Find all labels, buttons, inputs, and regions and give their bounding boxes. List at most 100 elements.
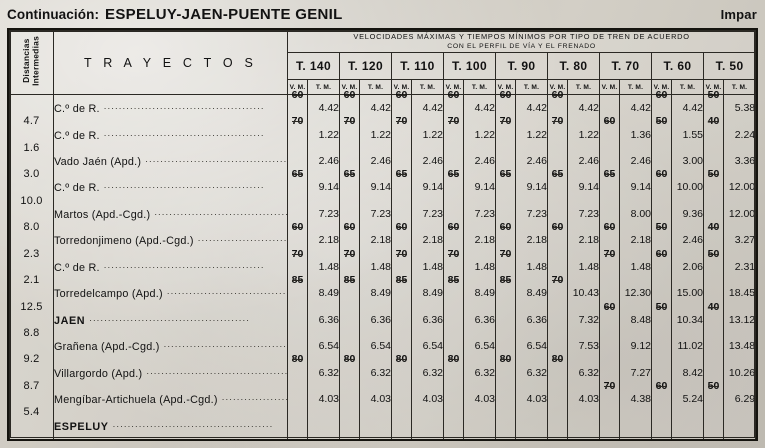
station-cell: Grañena (Apd.-Cgd.).....................… [53, 333, 288, 360]
tm-cell-t70: 12.30 [619, 280, 652, 307]
tm-cell-t140: 4.03 [307, 385, 340, 413]
vm-cell-t110 [391, 306, 412, 334]
tm-cell-t50: 13.48 [722, 333, 757, 360]
vm-cell-t100 [443, 333, 464, 360]
vm-cell-t50 [703, 147, 724, 175]
station-name: JAEN [54, 314, 86, 327]
vm-cell-t140: 65 [287, 168, 308, 201]
tm-cell-t70: 8.00 [619, 200, 652, 228]
vm-cell-t140 [287, 200, 308, 228]
tm-cell-t60: 10.00 [671, 174, 704, 201]
tm-cell-t80: 2.46 [567, 147, 600, 175]
vm-cell-t90: 70 [495, 248, 516, 281]
vm-cell-t100: 65 [443, 168, 464, 201]
station-name: C.º de R. [54, 103, 100, 116]
tm-cell-t80: 7.32 [567, 306, 600, 334]
vm-group-tick [552, 95, 563, 97]
vm-cell-t110: 70 [391, 115, 412, 148]
vm-cell-t120: 70 [339, 248, 360, 281]
vm-cell-t60: 50 [651, 221, 672, 254]
tm-cell-t90 [515, 412, 548, 439]
tm-cell-t110: 8.49 [411, 280, 444, 307]
tm-cell-t70: 2.18 [619, 227, 652, 254]
train-type-header-t90: T. 90 [495, 52, 548, 81]
tm-cell-t120: 6.54 [359, 333, 392, 360]
vm-cell-t50 [703, 412, 724, 439]
header-row-vm-tm: V. M. T. M. V. M. T. M. V. M. T. M. V. M. T. M.… [10, 79, 757, 96]
station-cell: Mengíbar-Artichuela (Apd.-Cgd.).........… [53, 385, 288, 413]
tm-cell-t60: 11.02 [671, 333, 704, 360]
vm-cell-t90 [495, 147, 516, 175]
vm-cell-t110: 60 [391, 89, 412, 122]
vm-cell-t120: 65 [339, 168, 360, 201]
train-type-header-t60: T. 60 [651, 52, 704, 81]
vm-cell-t70 [599, 333, 620, 360]
distance-cell: 9.2 [9, 353, 54, 386]
vm-group-tick [292, 174, 303, 176]
dot-leader: ........................................… [103, 259, 264, 271]
tm-cell-t110: 7.23 [411, 200, 444, 228]
vm-cell-t50: 50 [703, 168, 724, 201]
header-row-banner: Distancias Intermedias T R A Y E C T O S… [9, 29, 757, 96]
tm-cell-t90: 7.23 [515, 200, 548, 228]
vm-cell-t120 [339, 333, 360, 360]
tm-cell-t120: 6.32 [359, 359, 392, 386]
vm-group-tick [500, 121, 511, 123]
tm-cell-t120: 7.23 [359, 200, 392, 228]
subheader-vm-5: V. M. [547, 79, 568, 96]
station-cell: C.º de R................................… [53, 174, 288, 201]
vm-cell-t70 [599, 94, 620, 122]
train-type-header-t110: T. 110 [391, 52, 444, 81]
vm-cell-t60: 60 [651, 248, 672, 281]
tm-cell-t70: 1.36 [619, 121, 652, 148]
tm-cell-t50: 3.27 [722, 227, 757, 254]
vm-cell-t80 [547, 147, 568, 175]
vm-cell-t140 [287, 333, 308, 360]
vm-cell-t140 [287, 147, 308, 175]
vm-cell-t140 [287, 412, 308, 439]
vm-group-tick [552, 174, 563, 176]
tm-cell-t90: 6.36 [515, 306, 548, 334]
tm-cell-t50: 2.31 [722, 253, 757, 281]
tm-cell-t50: 2.24 [722, 121, 757, 148]
vm-group-tick [656, 306, 667, 308]
vm-group-tick [552, 280, 563, 282]
tm-cell-t140: 1.48 [307, 253, 340, 281]
tm-cell-t120 [359, 412, 392, 439]
tm-cell-t90: 6.32 [515, 359, 548, 386]
tm-cell-t90: 1.22 [515, 121, 548, 148]
vm-group-tick [552, 121, 563, 123]
subheader-tm-2: T. M. [411, 79, 444, 96]
vm-cell-t110: 60 [391, 221, 412, 254]
tm-cell-t100: 8.49 [463, 280, 496, 307]
vm-cell-t90: 60 [495, 221, 516, 254]
tm-cell-t140: 6.32 [307, 359, 340, 386]
tm-cell-t60: 3.00 [671, 147, 704, 175]
tm-cell-t120: 1.48 [359, 253, 392, 281]
tm-cell-t140: 1.22 [307, 121, 340, 148]
vm-cell-t110 [391, 147, 412, 175]
tm-cell-t120: 2.18 [359, 227, 392, 254]
vm-cell-t90: 60 [495, 89, 516, 122]
vm-cell-t80: 65 [547, 168, 568, 201]
tm-cell-t110: 1.22 [411, 121, 444, 148]
subheader-vm-8: V. M. [703, 79, 724, 96]
vm-cell-t80 [547, 253, 568, 281]
tm-cell-t80: 1.48 [567, 253, 600, 281]
vm-cell-t100: 60 [443, 221, 464, 254]
dot-leader: ........................................… [89, 312, 249, 324]
vm-cell-t60: 50 [651, 301, 672, 334]
banner-line-1: VELOCIDADES MÁXIMAS Y TIEMPOS MÍNIMOS PO… [353, 32, 690, 41]
station-name: C.º de R. [54, 261, 100, 274]
subheader-tm-6: T. M. [619, 79, 652, 96]
vm-cell-t120 [339, 385, 360, 413]
tm-cell-t60: 15.00 [671, 280, 704, 307]
station-cell: C.º de R................................… [53, 94, 288, 122]
vm-cell-t90 [495, 333, 516, 360]
vm-group-tick [708, 121, 719, 123]
vm-group-tick [656, 227, 667, 229]
vm-group-tick [500, 280, 511, 282]
station-cell: ESPELUY.................................… [53, 412, 288, 439]
tm-cell-t70: 8.48 [619, 306, 652, 334]
vm-group-tick [604, 227, 615, 229]
